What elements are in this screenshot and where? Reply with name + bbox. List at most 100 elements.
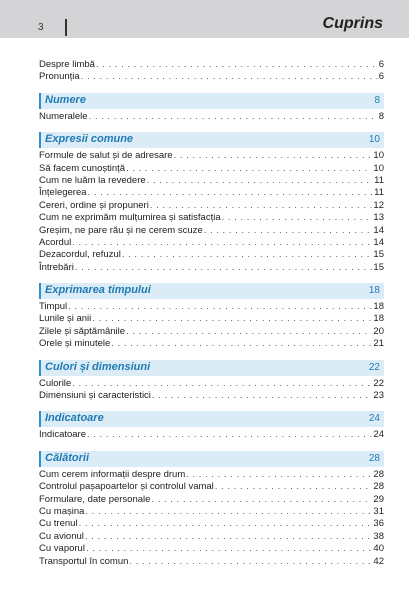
toc-entry-page: 21 <box>373 338 384 350</box>
toc-entry[interactable]: Cum ne luăm la revedere 11 <box>39 175 384 187</box>
section-page: 28 <box>368 452 380 464</box>
toc-entry[interactable]: Acordul 14 <box>39 237 384 249</box>
section-title: Expresii comune <box>45 133 134 146</box>
toc-entry[interactable]: Dimensiuni și caracteristici 23 <box>39 390 384 402</box>
dot-leader <box>86 543 372 555</box>
section-heading[interactable]: Indicatoare 24 <box>39 411 384 428</box>
toc-entry[interactable]: Despre limbă 6 <box>39 59 384 71</box>
toc-entry-page: 29 <box>373 493 384 505</box>
toc-entry[interactable]: Lunile și anii 18 <box>39 313 384 325</box>
toc-entry-title: Transportul în comun <box>39 555 129 567</box>
toc-entry-title: Controlul pașapoartelor și controlul vam… <box>39 481 214 493</box>
dot-leader <box>72 378 372 390</box>
section-title: Exprimarea timpului <box>45 284 151 297</box>
toc-entry-title: Cum ne exprimăm mulțumirea și satisfacți… <box>39 212 221 224</box>
toc-entry-page: 28 <box>373 481 384 493</box>
toc-entry-page: 23 <box>373 390 384 402</box>
toc-entry[interactable]: Formulare, date personale 29 <box>39 494 384 506</box>
toc-entry-title: Greșim, ne pare rău și ne cerem scuze <box>39 224 203 236</box>
section-heading[interactable]: Expresii comune 10 <box>39 132 384 149</box>
toc-entry[interactable]: Cum ne exprimăm mulțumirea și satisfacți… <box>39 212 384 224</box>
dot-leader <box>126 163 372 175</box>
toc-entry[interactable]: Cereri, ordine și propuneri 12 <box>39 200 384 212</box>
header-divider <box>65 19 67 36</box>
toc-entry[interactable]: Formule de salut și de adresare 10 <box>39 150 384 162</box>
dot-leader <box>87 429 372 441</box>
dot-leader <box>111 338 372 350</box>
toc-entry[interactable]: Numeralele 8 <box>39 111 384 123</box>
toc-entry-title: Dimensiuni și caracteristici <box>39 390 151 402</box>
toc-entry[interactable]: Orele și minutele 21 <box>39 338 384 350</box>
toc-entry-page: 24 <box>373 429 384 441</box>
toc-entry[interactable]: Înțelegerea 11 <box>39 187 384 199</box>
toc-entry-title: Formulare, date personale <box>39 493 151 505</box>
toc-entry-title: Întrebări <box>39 261 74 273</box>
toc-entry-page: 14 <box>373 224 384 236</box>
toc-entry[interactable]: Zilele și săptămânile 20 <box>39 326 384 338</box>
toc-entry[interactable]: Timpul 18 <box>39 301 384 313</box>
toc-entry-title: Indicatoare <box>39 429 87 441</box>
section-page: 10 <box>368 134 380 146</box>
page-number: 3 <box>38 22 44 33</box>
page-title: Cuprins <box>322 15 383 32</box>
toc-entry-page: 6 <box>378 71 384 83</box>
toc-entry-title: Cu vaporul <box>39 543 85 555</box>
toc-entry-title: Formule de salut și de adresare <box>39 150 173 162</box>
toc-entry[interactable]: Cu mașina 31 <box>39 506 384 518</box>
dot-leader <box>122 249 373 261</box>
section-page: 22 <box>368 361 380 373</box>
section-title: Indicatoare <box>45 412 104 425</box>
toc-entry-page: 22 <box>373 377 384 389</box>
dot-leader <box>174 150 373 162</box>
toc-entry[interactable]: Transportul în comun 42 <box>39 556 384 568</box>
section-heading[interactable]: Călătorii 28 <box>39 450 384 467</box>
toc-entry-page: 18 <box>373 313 384 325</box>
section-page: 24 <box>368 413 380 425</box>
toc-entry[interactable]: Greșim, ne pare rău și ne cerem scuze 14 <box>39 225 384 237</box>
section-title: Numere <box>45 93 86 106</box>
toc-entry[interactable]: Cu vaporul 40 <box>39 543 384 555</box>
toc-entry-title: Cum cerem informații despre drum <box>39 468 186 480</box>
table-of-contents: Despre limbă6Pronunția 6 Numere 8 Numeralele… <box>39 59 384 568</box>
toc-entry[interactable]: Cu avionul 38 <box>39 531 384 543</box>
toc-entry-title: Despre limbă <box>39 59 95 70</box>
toc-entry-page: 11 <box>374 174 384 186</box>
toc-entry-page: 15 <box>373 261 384 273</box>
dot-leader <box>150 200 373 212</box>
toc-entry[interactable]: Întrebări 15 <box>39 262 384 274</box>
toc-entry-title: Să facem cunoștință <box>39 162 126 174</box>
toc-entry-title: Cereri, ordine și propuneri <box>39 199 149 211</box>
dot-leader <box>126 326 372 338</box>
toc-entry-page: 40 <box>373 543 384 555</box>
toc-entry-title: Pronunția <box>39 71 80 83</box>
toc-entry[interactable]: Cu trenul 36 <box>39 518 384 530</box>
section-heading[interactable]: Culori și dimensiuni 22 <box>39 359 384 376</box>
dot-leader <box>81 71 378 83</box>
toc-entry-title: Acordul <box>39 236 72 248</box>
toc-entry-title: Cum ne luăm la revedere <box>39 174 146 186</box>
section-heading[interactable]: Exprimarea timpului 18 <box>39 283 384 300</box>
toc-entry-page: 10 <box>373 150 384 162</box>
toc-entry-page: 10 <box>373 162 384 174</box>
section-heading[interactable]: Numere 8 <box>39 92 384 109</box>
toc-entry[interactable]: Dezacordul, refuzul 15 <box>39 249 384 261</box>
toc-entry-title: Cu mașina <box>39 505 85 517</box>
section-page: 8 <box>374 94 380 106</box>
toc-entry[interactable]: Pronunția 6 <box>39 71 384 83</box>
toc-entry[interactable]: Indicatoare 24 <box>39 429 384 441</box>
dot-leader <box>96 59 378 71</box>
toc-entry[interactable]: Cum cerem informații despre drum 28 <box>39 469 384 481</box>
dot-leader <box>79 518 373 530</box>
toc-entry-page: 38 <box>373 530 384 542</box>
toc-entry[interactable]: Culorile 22 <box>39 378 384 390</box>
toc-entry[interactable]: Să facem cunoștință 10 <box>39 163 384 175</box>
toc-entry-title: Cu trenul <box>39 518 78 530</box>
dot-leader <box>89 111 378 123</box>
dot-leader <box>85 506 372 518</box>
dot-leader <box>215 481 373 493</box>
toc-entry-title: Numeralele <box>39 110 88 122</box>
toc-entry[interactable]: Controlul pașapoartelor și controlul vam… <box>39 481 384 493</box>
toc-entry-page: 31 <box>373 505 384 517</box>
dot-leader <box>129 556 372 568</box>
dot-leader <box>68 301 372 313</box>
